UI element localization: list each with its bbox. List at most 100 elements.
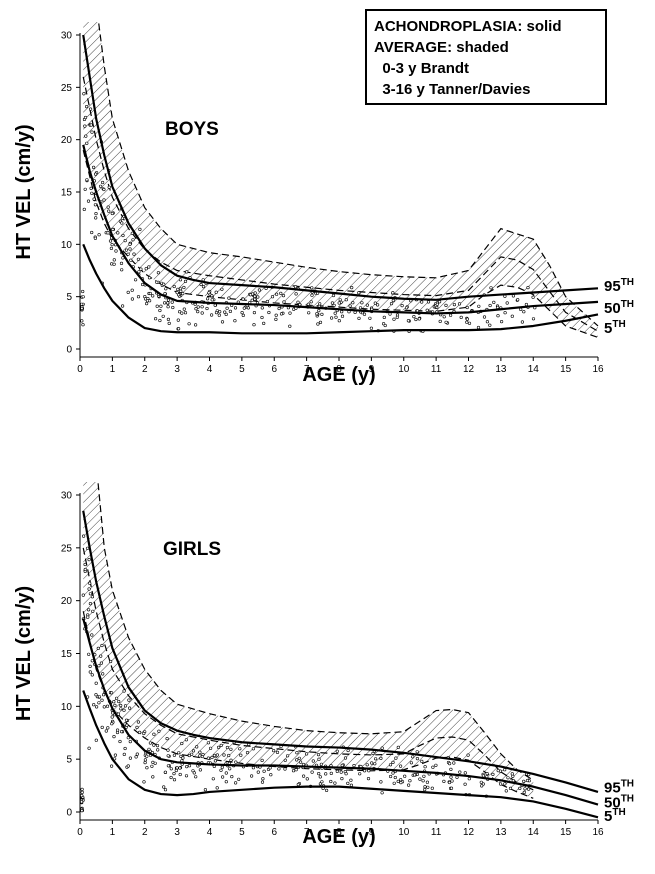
legend: ACHONDROPLASIA: solid AVERAGE: shaded 0-… bbox=[365, 9, 607, 105]
measurement-point bbox=[295, 758, 299, 762]
measurement-point bbox=[176, 287, 180, 292]
x-tick-label: 5 bbox=[239, 827, 245, 838]
percentile-label: 50TH bbox=[604, 793, 634, 811]
measurement-point bbox=[222, 753, 226, 757]
measurement-point bbox=[358, 772, 362, 776]
measurement-point bbox=[526, 787, 531, 791]
measurement-point bbox=[288, 311, 292, 315]
average-mean-dashed-line bbox=[82, 547, 534, 791]
measurement-point bbox=[239, 753, 243, 757]
y-tick-label: 30 bbox=[61, 31, 73, 42]
measurement-point bbox=[102, 198, 106, 202]
measurement-point bbox=[352, 763, 356, 768]
measurement-point bbox=[413, 773, 417, 777]
measurement-point bbox=[172, 771, 176, 776]
measurement-point bbox=[383, 323, 387, 328]
x-tick-label: 9 bbox=[369, 364, 375, 375]
measurement-point bbox=[124, 248, 129, 252]
measurement-point bbox=[108, 659, 113, 664]
y-tick-label: 5 bbox=[66, 755, 72, 766]
x-tick-label: 2 bbox=[142, 827, 148, 838]
measurement-point bbox=[137, 270, 141, 274]
x-tick-label: 11 bbox=[431, 364, 442, 375]
measurement-point bbox=[107, 185, 111, 189]
measurement-point bbox=[477, 304, 481, 308]
measurement-point bbox=[329, 779, 333, 784]
measurement-point bbox=[485, 771, 489, 776]
measurement-point bbox=[158, 308, 162, 313]
measurement-point bbox=[88, 592, 92, 596]
measurement-point bbox=[522, 790, 526, 795]
measurement-point bbox=[93, 203, 97, 207]
measurement-point bbox=[299, 760, 303, 764]
measurement-point bbox=[227, 753, 231, 758]
measurement-point bbox=[511, 294, 516, 298]
measurement-point bbox=[145, 302, 149, 306]
measurement-point bbox=[128, 242, 132, 246]
measurement-point bbox=[448, 761, 452, 766]
measurement-point bbox=[123, 239, 127, 243]
measurement-point bbox=[224, 771, 228, 775]
measurement-point bbox=[125, 723, 129, 727]
measurement-point bbox=[113, 753, 117, 757]
measurement-point bbox=[380, 791, 384, 795]
measurement-point bbox=[240, 311, 244, 315]
measurement-point bbox=[138, 227, 142, 231]
measurement-point bbox=[370, 761, 374, 765]
y-axis-title: HT VEL (cm/y) bbox=[13, 586, 35, 721]
measurement-point bbox=[274, 317, 278, 322]
percentile-5th-line bbox=[82, 243, 599, 335]
measurement-point bbox=[295, 751, 299, 755]
measurement-point bbox=[138, 730, 142, 735]
measurement-point bbox=[177, 327, 181, 331]
legend-line-4: 3-16 y Tanner/Davies bbox=[374, 81, 530, 98]
measurement-point bbox=[123, 746, 127, 751]
measurement-point bbox=[111, 227, 115, 232]
measurement-point bbox=[100, 643, 104, 648]
x-tick-label: 4 bbox=[207, 827, 213, 838]
measurement-point bbox=[213, 759, 217, 763]
measurement-point bbox=[109, 764, 114, 768]
measurement-point bbox=[480, 784, 484, 788]
measurement-point bbox=[333, 311, 337, 315]
measurement-point bbox=[449, 786, 454, 790]
measurement-point bbox=[80, 790, 84, 795]
measurement-point bbox=[139, 267, 143, 271]
measurement-point bbox=[268, 766, 272, 770]
measurement-point bbox=[388, 763, 393, 767]
measurement-point bbox=[349, 783, 354, 787]
measurement-point bbox=[305, 777, 309, 781]
measurement-point bbox=[199, 282, 203, 287]
measurement-point bbox=[122, 689, 126, 693]
measurement-point bbox=[489, 286, 493, 290]
x-tick-label: 9 bbox=[369, 827, 375, 838]
measurement-point bbox=[503, 311, 507, 315]
measurement-point bbox=[115, 730, 120, 735]
measurement-point bbox=[224, 780, 228, 784]
measurement-point bbox=[166, 317, 170, 322]
measurement-point bbox=[88, 581, 92, 585]
measurement-point bbox=[94, 738, 98, 742]
measurement-point bbox=[392, 781, 396, 785]
measurement-point bbox=[156, 748, 160, 752]
measurement-point bbox=[187, 764, 192, 768]
measurement-point bbox=[97, 664, 101, 668]
x-tick-label: 15 bbox=[560, 364, 572, 375]
measurement-point bbox=[183, 311, 188, 315]
measurement-point bbox=[518, 786, 522, 791]
measurement-point bbox=[211, 777, 215, 781]
measurement-point bbox=[365, 303, 370, 307]
measurement-point bbox=[260, 758, 264, 763]
measurement-point bbox=[442, 779, 446, 784]
percentile-50th-line bbox=[82, 144, 599, 315]
measurement-point bbox=[367, 769, 371, 773]
measurement-point bbox=[112, 262, 116, 266]
measurement-point bbox=[214, 311, 219, 315]
measurement-point bbox=[281, 294, 286, 298]
measurement-point bbox=[298, 303, 302, 307]
x-tick-label: 12 bbox=[463, 364, 475, 375]
x-tick-label: 4 bbox=[207, 364, 213, 375]
measurement-point bbox=[184, 774, 189, 778]
measurement-point bbox=[180, 311, 184, 315]
measurement-point bbox=[83, 124, 87, 128]
